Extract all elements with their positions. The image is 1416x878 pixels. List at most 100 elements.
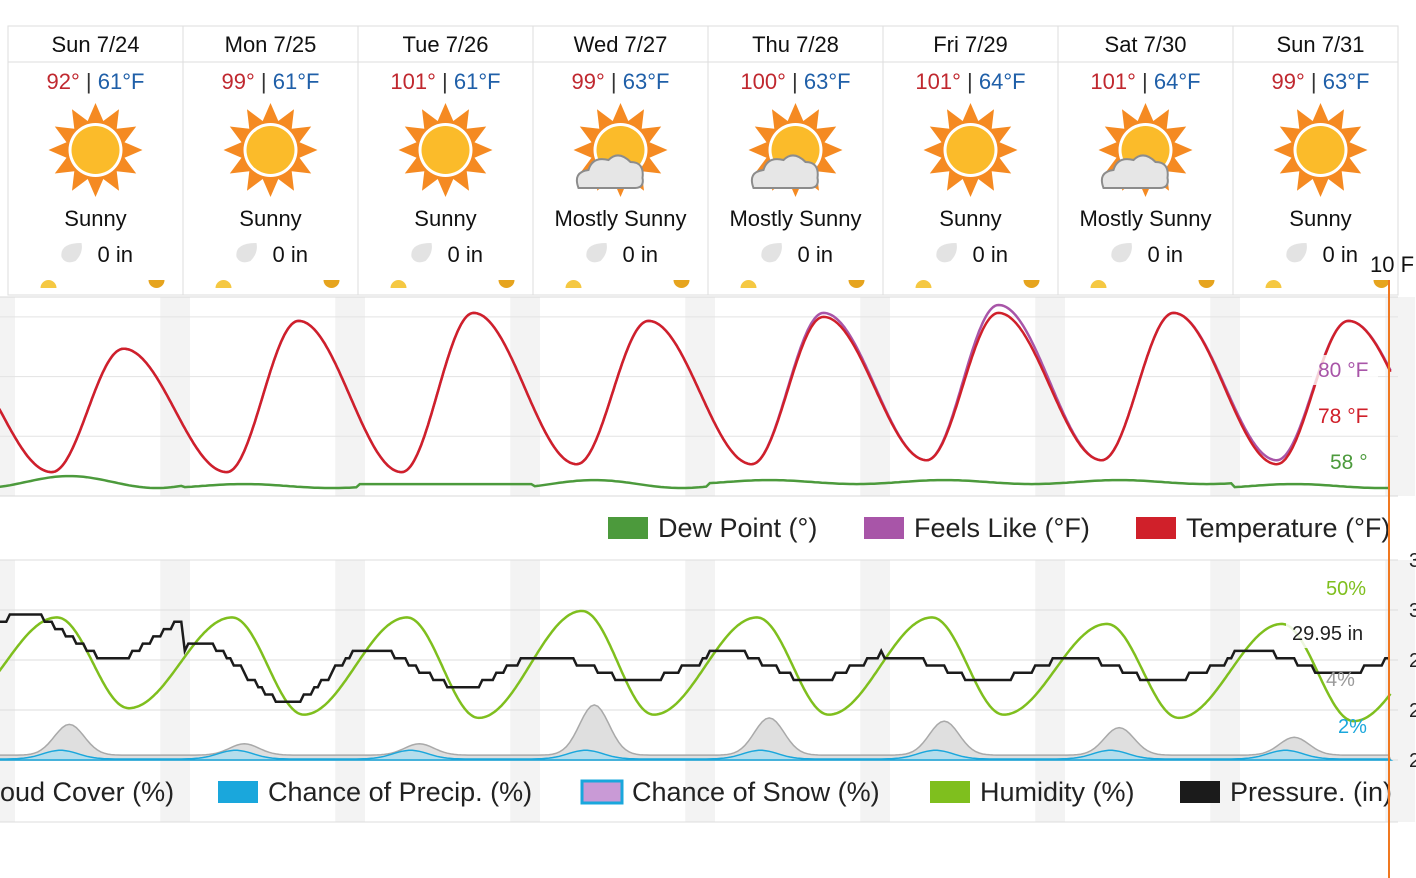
night-band — [685, 560, 715, 822]
night-band — [1210, 297, 1240, 496]
legend-label: Chance of Snow (%) — [632, 777, 880, 807]
legend-precip-chance[interactable]: Chance of Precip. (%) — [218, 777, 532, 807]
low-temp: 64°F — [979, 69, 1026, 94]
day-label: Sun 7/24 — [51, 32, 139, 57]
legend-label: oud Cover (%) — [0, 777, 174, 807]
legend-snow-chance[interactable]: Chance of Snow (%) — [580, 777, 880, 807]
condition-text: Sunny — [64, 206, 126, 231]
day-column: Sun 7/31 99° | 63°F Sunny 0 in — [1265, 32, 1390, 288]
low-temp: 63°F — [623, 69, 670, 94]
legend-label: Feels Like (°F) — [914, 513, 1090, 543]
day-column: Tue 7/26 101° | 61°F Sunny 0 in — [390, 32, 515, 288]
legend-feels-like[interactable]: Feels Like (°F) — [864, 513, 1090, 543]
temp-separator: | — [436, 69, 454, 94]
legend-label: Pressure. (in) — [1230, 777, 1392, 807]
value-bg — [1286, 618, 1378, 648]
legend-swatch — [1180, 781, 1220, 803]
day-label: Sun 7/31 — [1276, 32, 1364, 57]
high-temp: 101° — [390, 69, 436, 94]
axis-tick-label: 2 — [1409, 700, 1416, 722]
pressure-current-label: 29.95 in — [1292, 623, 1363, 645]
night-band — [510, 560, 540, 822]
hover-value-label: 10 F — [1370, 252, 1414, 277]
low-temp: 61°F — [273, 69, 320, 94]
high-temp: 100° — [740, 69, 786, 94]
condition-text: Mostly Sunny — [554, 206, 686, 231]
high-temp: 99° — [572, 69, 605, 94]
day-column: Fri 7/29 101° | 64°F Sunny 0 in — [915, 32, 1040, 288]
temp-separator: | — [1136, 69, 1154, 94]
hi-lo-temp: 101° | 64°F — [915, 69, 1025, 94]
axis-tick-label: 2 — [1409, 650, 1416, 672]
sun-icon — [223, 103, 318, 197]
temp-separator: | — [1305, 69, 1323, 94]
dew-point-line — [0, 474, 1389, 490]
axis-tick-label: 3 — [1409, 600, 1416, 622]
precip-chance-current-label: 2% — [1338, 716, 1367, 738]
sun-disc — [1296, 126, 1345, 174]
hi-lo-temp: 100° | 63°F — [740, 69, 850, 94]
sunset-icon — [498, 280, 515, 288]
legend-dew-point[interactable]: Dew Point (°) — [608, 513, 817, 543]
night-band — [860, 297, 890, 496]
night-band — [685, 297, 715, 496]
temperature-line — [0, 311, 1392, 474]
legend-swatch — [580, 779, 624, 805]
cloud-shape — [1100, 154, 1169, 189]
night-band — [0, 297, 15, 496]
sunset-icon — [1198, 280, 1215, 288]
cloud-icon — [1100, 154, 1169, 189]
header-frame — [7, 25, 1399, 296]
precip-amount: 0 in — [448, 242, 483, 267]
legend-swatch — [864, 517, 904, 539]
night-band — [1035, 297, 1065, 496]
high-temp: 101° — [1090, 69, 1136, 94]
mostly-sunny-icon — [573, 103, 668, 197]
condition-text: Mostly Sunny — [1079, 206, 1211, 231]
dew-point-current-label: 58 ° — [1330, 451, 1368, 474]
sunrise-icon — [740, 280, 757, 288]
sun-icon — [223, 103, 318, 197]
raindrop-icon — [586, 243, 607, 263]
night-band — [335, 560, 365, 822]
hi-lo-temp: 101° | 61°F — [390, 69, 500, 94]
day-column: Sun 7/24 92° | 61°F Sunny 0 in — [40, 32, 165, 288]
sunrise-icon — [915, 280, 932, 288]
cloud-shape — [750, 154, 819, 189]
temperature-current-label: 78 °F — [1318, 405, 1368, 428]
night-band — [1385, 560, 1415, 822]
sun-icon — [398, 103, 493, 197]
temperature-panel: 80 °F 78 °F 58 ° — [0, 296, 1415, 497]
high-temp: 101° — [915, 69, 961, 94]
sunset-icon — [848, 280, 865, 288]
mostly-sunny-icon — [1098, 103, 1193, 197]
sun-disc — [421, 126, 470, 174]
axis-tick-label: 3 — [1409, 550, 1416, 572]
high-temp: 92° — [47, 69, 80, 94]
temp-separator: | — [961, 69, 979, 94]
sunrise-icon — [1090, 280, 1107, 288]
low-temp: 63°F — [804, 69, 851, 94]
legend-temperature[interactable]: Temperature (°F) — [1136, 513, 1390, 543]
value-bg — [1312, 355, 1378, 385]
day-column: Wed 7/27 99° | 63°F Mostly Sunny 0 in — [554, 32, 690, 288]
day-column: Thu 7/28 100° | 63°F Mostly Sunny 0 in — [729, 32, 865, 288]
legend-pressure[interactable]: Pressure. (in) — [1180, 777, 1392, 807]
hi-lo-temp: 99° | 61°F — [222, 69, 320, 94]
sun-icon — [923, 103, 1018, 197]
high-temp: 99° — [222, 69, 255, 94]
sunset-icon — [1023, 280, 1040, 288]
legend-cloud-cover[interactable]: oud Cover (%) — [0, 777, 174, 807]
legend-label: Dew Point (°) — [658, 513, 817, 543]
legend-humidity[interactable]: Humidity (%) — [930, 777, 1135, 807]
day-column: Mon 7/25 99° | 61°F Sunny 0 in — [215, 32, 340, 288]
night-band — [860, 560, 890, 822]
raindrop-icon — [411, 243, 432, 263]
legend-swatch — [608, 517, 648, 539]
raindrop-icon — [761, 243, 782, 263]
temp-separator: | — [605, 69, 623, 94]
low-temp: 63°F — [1323, 69, 1370, 94]
raindrop-icon — [1286, 243, 1307, 263]
condition-text: Sunny — [414, 206, 476, 231]
